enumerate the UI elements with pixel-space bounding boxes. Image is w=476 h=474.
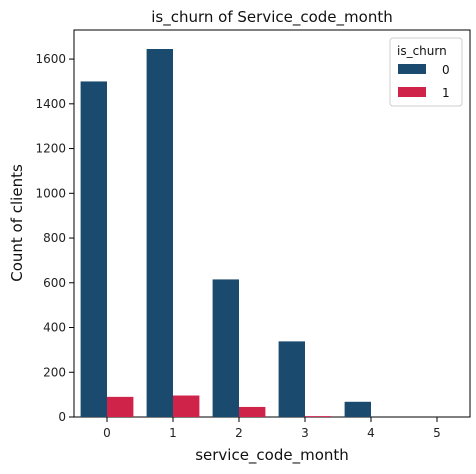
y-tick-label: 400 — [43, 321, 66, 335]
bar-series-0-cat-3 — [279, 341, 305, 417]
bar-series-0-cat-1 — [147, 49, 173, 417]
y-tick-label: 1200 — [35, 142, 66, 156]
y-axis-title: Count of clients — [8, 164, 26, 282]
legend-swatch-1 — [398, 87, 426, 97]
x-tick-label: 5 — [433, 426, 441, 440]
y-axis: 0 200 400 600 800 1000 1200 1400 1600 — [35, 52, 74, 424]
x-tick-label: 0 — [103, 426, 111, 440]
bar-series-0-cat-0 — [81, 81, 107, 417]
x-axis: 0 1 2 3 4 5 — [103, 417, 441, 440]
y-tick-label: 1600 — [35, 52, 66, 66]
bar-series-1-cat-3 — [305, 416, 331, 417]
bar-series-1-cat-2 — [239, 407, 265, 417]
legend: is_churn 0 1 — [390, 38, 462, 106]
y-tick-label: 1400 — [35, 97, 66, 111]
bar-series-0-cat-4 — [345, 402, 371, 417]
y-tick-label: 0 — [58, 410, 66, 424]
bar-series-1-cat-1 — [173, 396, 199, 417]
legend-label-0: 0 — [442, 63, 450, 77]
x-tick-label: 2 — [235, 426, 243, 440]
bar-series-1-cat-0 — [107, 397, 133, 417]
bar-series-0-cat-2 — [213, 279, 239, 417]
y-tick-label: 800 — [43, 231, 66, 245]
legend-label-1: 1 — [442, 86, 450, 100]
legend-swatch-0 — [398, 64, 426, 74]
y-tick-label: 600 — [43, 276, 66, 290]
x-axis-title: service_code_month — [195, 446, 349, 465]
x-tick-label: 4 — [367, 426, 375, 440]
y-tick-label: 200 — [43, 365, 66, 379]
legend-title: is_churn — [397, 44, 447, 58]
x-tick-label: 3 — [301, 426, 309, 440]
y-tick-label: 1000 — [35, 186, 66, 200]
chart-title: is_churn of Service_code_month — [151, 8, 392, 27]
x-tick-label: 1 — [169, 426, 177, 440]
